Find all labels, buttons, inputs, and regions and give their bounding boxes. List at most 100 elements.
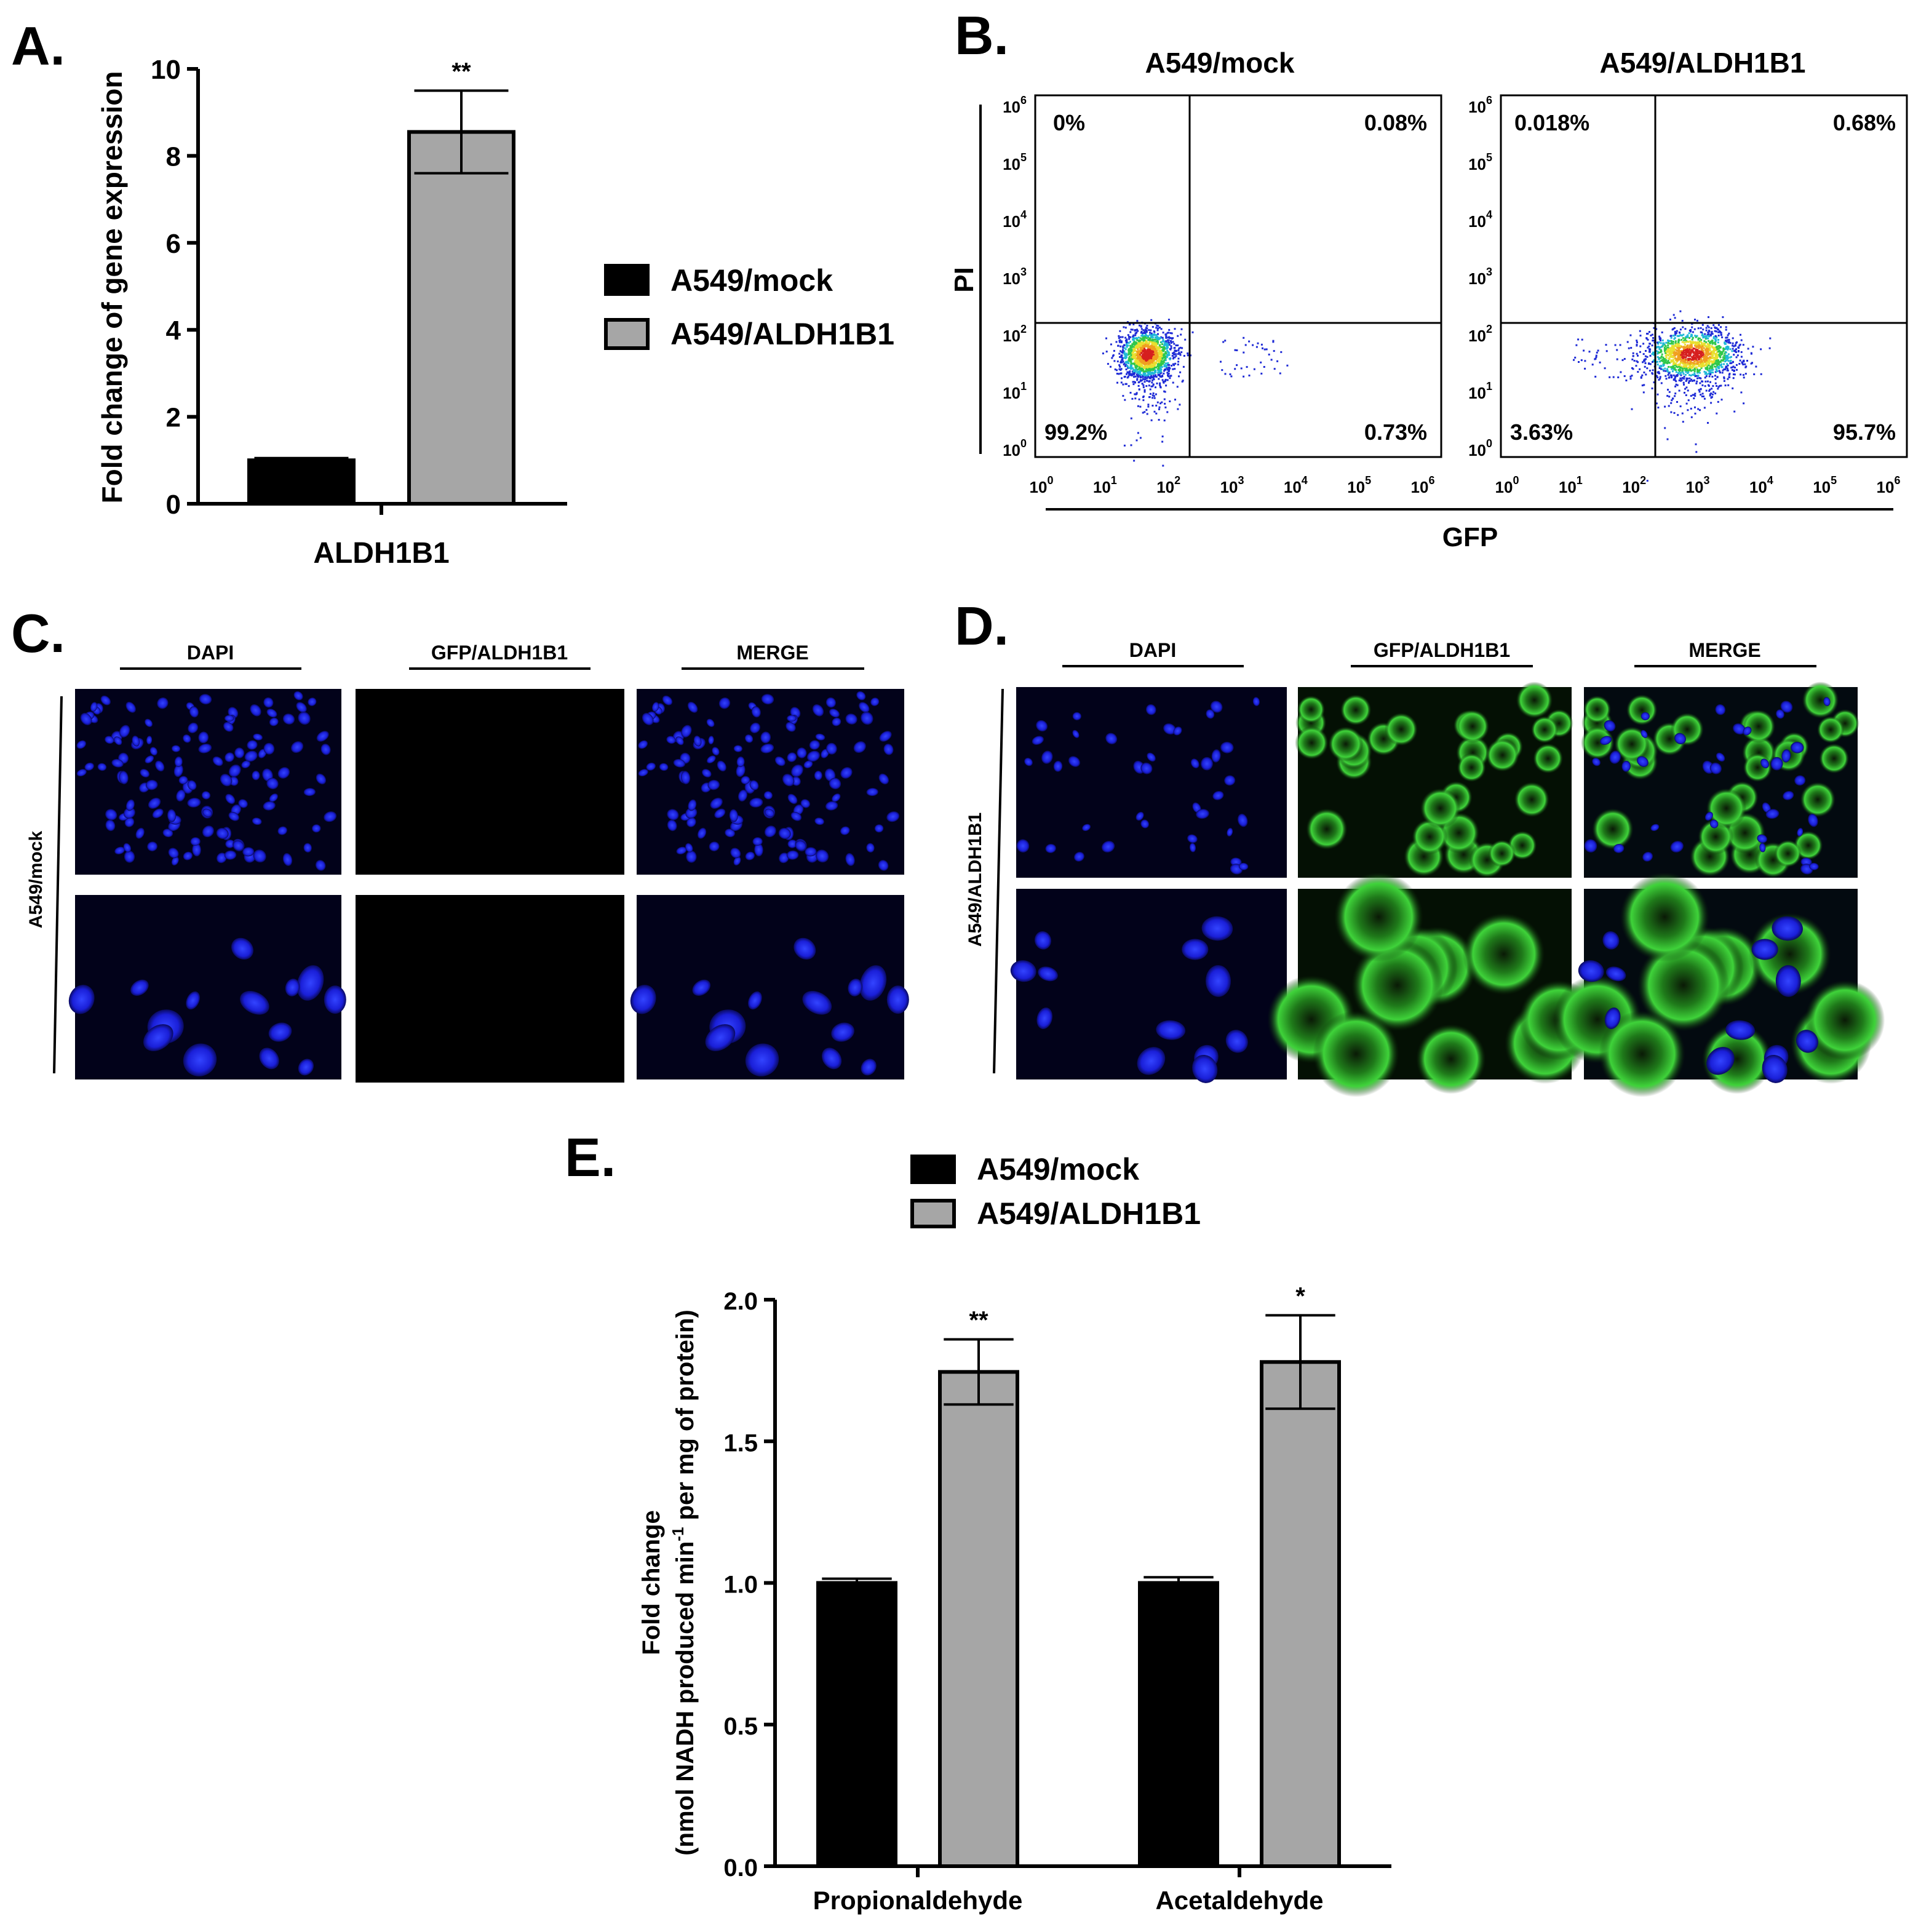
flow-event-dot (1125, 364, 1128, 366)
flow-ytick-exp: 6 (1020, 94, 1027, 106)
flow-event-dot (1164, 368, 1167, 371)
flow-event-dot (1142, 362, 1144, 365)
flow-event-dot (1166, 343, 1169, 345)
flow-event-dot (1166, 339, 1169, 341)
flow-event-dot (1719, 351, 1721, 353)
micro-c-dapi-low-nucleus (238, 799, 248, 808)
flow-event-dot (1700, 377, 1702, 380)
flow-event-dot (1699, 346, 1701, 348)
flow-event-dot (1183, 355, 1185, 357)
micro-c-merge-low-nucleus (886, 811, 900, 822)
micro-c-dapi-low-nucleus (126, 799, 135, 811)
chart-a-significance-label: ** (451, 58, 471, 85)
flow-event-dot (1726, 367, 1728, 370)
flow-event-dot (1147, 367, 1149, 369)
flow-event-dot (1146, 352, 1148, 355)
flow-event-dot (1692, 394, 1694, 396)
flow-event-dot (1132, 348, 1135, 350)
flow-event-dot (1240, 367, 1243, 370)
flow-event-dot (1661, 344, 1664, 346)
flow-event-dot (1668, 352, 1671, 355)
flow-event-dot (1711, 357, 1713, 359)
flow-event-dot (1722, 358, 1725, 360)
flow-event-dot (1136, 374, 1139, 376)
flow-event-dot (1684, 349, 1687, 351)
flow-event-dot (1672, 361, 1675, 364)
flow-event-dot (1162, 350, 1164, 352)
flow-event-dot (1163, 348, 1165, 351)
flow-event-dot (1676, 401, 1678, 403)
flow-event-dot (1710, 365, 1712, 367)
micro-d-gfp-high-gfp-cell (1462, 913, 1545, 995)
flow-event-dot (1153, 372, 1156, 374)
flow-ytick-label: 106 (1468, 94, 1492, 116)
flow-event-dot (1130, 360, 1132, 363)
flow-event-dot (1127, 367, 1129, 369)
flow-event-dot (1692, 354, 1695, 357)
flow-event-dot (1660, 342, 1662, 344)
flow-event-dot (1573, 359, 1575, 361)
micro-d-merge-high-nucleus (1775, 965, 1801, 997)
micro-c-dapi-high-nucleus (143, 1024, 173, 1051)
flow-event-dot (1677, 348, 1680, 351)
flow-event-dot (1660, 351, 1662, 352)
flow-event-dot (1151, 362, 1154, 365)
flow-event-dot (1692, 352, 1695, 354)
flow-event-dot (1120, 360, 1122, 363)
flow-event-dot (1685, 359, 1688, 362)
micro-c-merge-low-nucleus (646, 762, 656, 771)
micro-c-merge-low-nucleus (774, 756, 786, 766)
flow-event-dot (1705, 327, 1708, 329)
micro-c-merge-high-nucleus (848, 979, 863, 996)
micro-c-dapi-low-nucleus (296, 702, 307, 713)
flow-event-dot (1669, 366, 1672, 368)
flow-event-dot (1146, 377, 1148, 380)
flow-event-dot (1660, 368, 1662, 370)
micro-d-merge-low-nucleus (1783, 790, 1794, 800)
flow-event-dot (1671, 370, 1674, 373)
micro-c-merge-low-nucleus (686, 850, 697, 863)
flow-event-dot (1710, 340, 1712, 343)
flow-event-dot (1704, 373, 1706, 375)
flow-event-dot (1712, 364, 1714, 366)
flow-event-dot (1657, 341, 1658, 344)
flow-event-dot (1280, 351, 1283, 353)
flow-event-dot (1738, 347, 1740, 349)
flow-event-dot (1583, 349, 1585, 352)
flow-event-dot (1128, 371, 1130, 373)
flow-ytick-label: 103 (1468, 266, 1492, 288)
flow-event-dot (1126, 373, 1128, 375)
micro-c-merge-low-nucleus (807, 750, 820, 762)
micro-c-merge-low-nucleus (829, 777, 841, 790)
flow-ytick-exp: 0 (1020, 437, 1027, 450)
flow-event-dot (1700, 348, 1703, 351)
flow-event-dot (1644, 355, 1647, 357)
micro-d-dapi-high-nucleus (1035, 931, 1051, 950)
flow-event-dot (1143, 381, 1146, 383)
flow-panel: PI GFP A549/mock 0% 0.08% 99.2% 0.73% 10… (949, 47, 1908, 552)
flow-event-dot (1166, 411, 1169, 413)
flow-event-dot (1120, 361, 1122, 364)
flow-event-dot (1155, 361, 1158, 364)
flow-event-dot (1107, 363, 1109, 365)
flow-event-dot (1728, 373, 1731, 375)
flow-event-dot (1678, 365, 1680, 368)
flow-event-dot (1116, 369, 1118, 372)
micro-c-merge-low-nucleus (680, 771, 691, 784)
flow-event-dot (1143, 337, 1146, 340)
micro-d-merge-high-gfp-cell (1701, 1024, 1772, 1094)
flow-event-dot (1704, 360, 1706, 363)
flow-event-dot (1172, 368, 1174, 370)
flow-event-dot (1674, 330, 1676, 333)
flow-event-dot (1675, 353, 1677, 356)
flow-event-dot (1674, 317, 1676, 319)
flow-event-dot (1134, 334, 1137, 336)
flow-event-dot (1123, 326, 1125, 328)
flow-event-dot (1687, 371, 1690, 373)
micro-d-dapi-high-nucleus (1038, 966, 1058, 982)
flow-event-dot (1131, 370, 1134, 373)
flow-event-dot (1147, 358, 1149, 360)
micro-d-dapi-low-nucleus (1196, 809, 1209, 819)
flow-event-dot (1681, 377, 1684, 379)
flow-event-dot (1690, 416, 1693, 418)
